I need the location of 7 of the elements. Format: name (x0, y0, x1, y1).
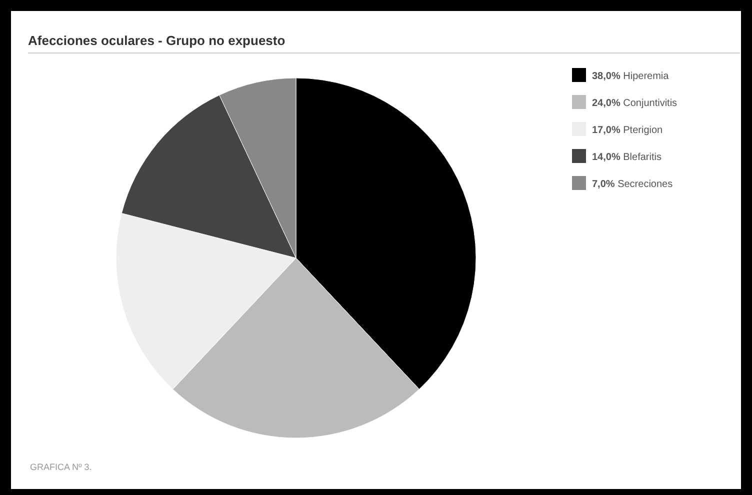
legend-label: 7,0% Secreciones (592, 179, 673, 190)
legend-label: 24,0% Conjuntivitis (592, 98, 678, 109)
legend-label: 17,0% Pterigion (592, 125, 663, 136)
chart-title: Afecciones oculares - Grupo no expuesto (28, 33, 286, 48)
legend-label: 38,0% Hiperemia (592, 71, 670, 82)
legend-label: 14,0% Blefaritis (592, 152, 662, 163)
text: GRAFICA Nº 3. (30, 462, 92, 472)
